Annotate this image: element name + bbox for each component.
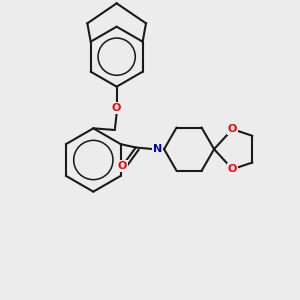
Text: O: O — [118, 161, 127, 171]
Text: N: N — [153, 144, 162, 154]
Text: O: O — [228, 164, 237, 174]
Text: O: O — [112, 103, 122, 113]
Text: O: O — [228, 124, 237, 134]
